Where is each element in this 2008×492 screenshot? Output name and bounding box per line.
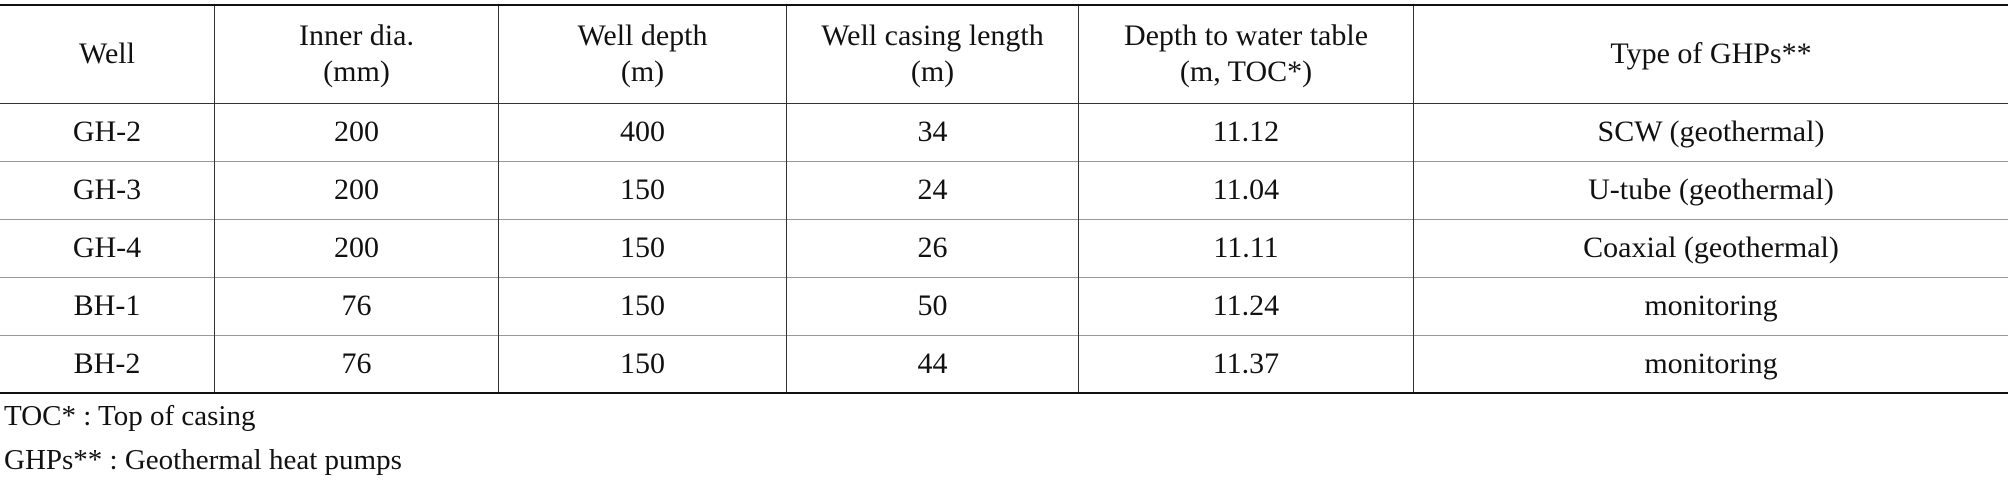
footnote: GHPs** : Geothermal heat pumps	[4, 444, 402, 476]
table-cell: 150	[498, 161, 787, 219]
table-cell: BH-1	[73, 289, 141, 322]
header-line: Type of GHPs**	[1610, 37, 1812, 71]
table-header: Well Inner dia. (mm) Well depth (m) Well casi…	[0, 5, 2008, 103]
table-cell: GH-4	[72, 231, 142, 264]
header-line: Well casing length	[821, 19, 1044, 53]
table-cell: 400	[498, 103, 787, 161]
header-line: (m, TOC*)	[1179, 55, 1313, 89]
table-cell: 11.11	[1078, 219, 1414, 277]
header-row: Well Inner dia. (mm) Well depth (m) Well casi…	[0, 5, 2008, 103]
data-table: Well Inner dia. (mm) Well depth (m) Well casi…	[0, 4, 2008, 394]
header-cell: Well	[0, 5, 215, 103]
table-cell: 200	[214, 219, 499, 277]
table-cell: 76	[214, 335, 499, 393]
table-cell: 11.24	[1078, 277, 1414, 335]
table-row: GH-4 200 150 26 11.11 Coaxial (geothermal)	[0, 219, 2008, 277]
table-body: GH-2 200 400 34 11.12 SCW (geothermal) GH-3 200…	[0, 103, 2008, 393]
header-line: Well	[79, 37, 135, 71]
table-cell: 11.37	[1078, 335, 1414, 393]
table-cell: GH-3	[72, 173, 142, 206]
table-cell: 11.12	[1078, 103, 1414, 161]
header-cell: Inner dia. (mm)	[214, 5, 499, 103]
table-cell: monitoring	[1413, 335, 2008, 393]
table-row: GH-3 200 150 24 11.04 U-tube (geothermal)	[0, 161, 2008, 219]
table-cell: 150	[498, 219, 787, 277]
header-cell: Well casing length (m)	[786, 5, 1079, 103]
header-line: Inner dia.	[299, 19, 414, 53]
table-cell: BH-2	[73, 346, 141, 380]
footnote: TOC* : Top of casing	[4, 400, 256, 432]
table-cell: 24	[786, 161, 1079, 219]
table-row: GH-2 200 400 34 11.12 SCW (geothermal)	[0, 103, 2008, 161]
header-cell: Well depth (m)	[498, 5, 787, 103]
table-row: BH-1 76 150 50 11.24 monitoring	[0, 277, 2008, 335]
table-row: BH-2 76 150 44 11.37 monitoring	[0, 335, 2008, 393]
header-line: (m)	[620, 55, 665, 89]
table-cell: SCW (geothermal)	[1413, 103, 2008, 161]
header-line: Well depth	[577, 19, 708, 53]
table-cell: 200	[214, 103, 499, 161]
table-cell: GH-2	[72, 115, 142, 148]
table-cell: 200	[214, 161, 499, 219]
header-line: (m)	[910, 55, 955, 89]
table-cell: monitoring	[1413, 277, 2008, 335]
table-cell: 76	[214, 277, 499, 335]
table-cell: 11.04	[1078, 161, 1414, 219]
header-cell: Type of GHPs**	[1413, 5, 2008, 103]
header-cell: Depth to water table (m, TOC*)	[1078, 5, 1414, 103]
table-cell: 50	[786, 277, 1079, 335]
table-cell: 26	[786, 219, 1079, 277]
table-cell: U-tube (geothermal)	[1413, 161, 2008, 219]
header-line: (mm)	[323, 55, 390, 89]
table-cell: 150	[498, 277, 787, 335]
table-cell: 34	[786, 103, 1079, 161]
header-line: Depth to water table	[1123, 19, 1369, 53]
table-cell: 44	[786, 335, 1079, 393]
table-cell: Coaxial (geothermal)	[1413, 219, 2008, 277]
table-cell: 150	[498, 335, 787, 393]
